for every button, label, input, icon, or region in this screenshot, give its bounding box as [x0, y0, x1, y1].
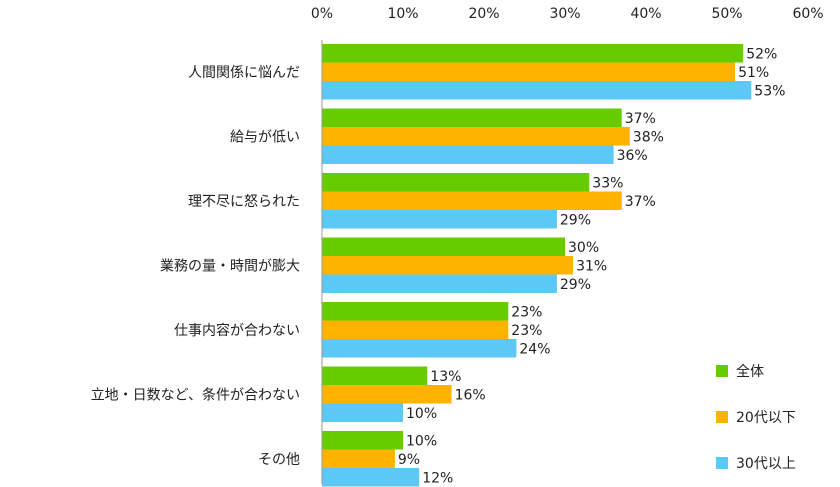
bar [322, 237, 565, 256]
x-tick-label: 0% [311, 6, 333, 22]
data-label: 29% [560, 277, 591, 293]
x-tick-label: 10% [387, 6, 418, 22]
data-label: 9% [398, 452, 420, 468]
bar [322, 256, 574, 275]
bar [322, 44, 744, 63]
category-label: 人間関係に悩んだ [188, 65, 300, 81]
bars [322, 44, 752, 487]
category-label: 理不尽に怒られた [188, 194, 300, 210]
data-label: 12% [422, 470, 453, 486]
legend: 全体 20代以下 30代以上 [716, 363, 796, 472]
bar [322, 274, 557, 293]
x-tick-label: 60% [792, 6, 823, 22]
bar [322, 127, 630, 146]
data-labels: 52%51%53%37%38%36%33%37%29%30%31%29%23%2… [398, 46, 786, 486]
bar [322, 210, 557, 229]
bar [322, 81, 752, 100]
bar [322, 468, 420, 487]
legend-swatch [716, 411, 728, 423]
data-label: 31% [576, 258, 607, 274]
legend-label: 全体 [736, 363, 764, 380]
x-tick-label: 30% [549, 6, 580, 22]
bar [322, 431, 403, 450]
legend-label: 30代以上 [736, 456, 796, 472]
data-label: 36% [617, 148, 648, 164]
bar [322, 108, 622, 127]
bar [322, 320, 509, 339]
data-label: 13% [430, 369, 461, 385]
bar [322, 302, 509, 321]
category-label: 仕事内容が合わない [174, 322, 300, 339]
bar [322, 145, 614, 164]
bar [322, 62, 736, 81]
x-tick-label: 50% [711, 6, 742, 22]
data-label: 10% [406, 433, 437, 449]
category-labels: 人間関係に悩んだ給与が低い理不尽に怒られた業務の量・時間が膨大仕事内容が合わない… [91, 65, 300, 468]
data-label: 52% [746, 46, 777, 62]
x-axis-ticks: 0% 10% 20% 30% 40% 50% 60% [311, 6, 824, 22]
bar [322, 385, 452, 404]
category-label: 業務の量・時間が膨大 [160, 257, 300, 274]
data-label: 29% [560, 212, 591, 228]
bar [322, 191, 622, 210]
legend-swatch [716, 457, 728, 469]
category-label: その他 [258, 452, 300, 468]
bar [322, 366, 428, 385]
legend-label: 20代以下 [736, 410, 796, 426]
data-label: 37% [625, 111, 656, 127]
bar [322, 173, 590, 192]
data-label: 53% [754, 83, 785, 99]
data-label: 24% [519, 341, 550, 357]
data-label: 23% [511, 304, 542, 320]
x-tick-label: 40% [630, 6, 661, 22]
data-label: 10% [406, 406, 437, 422]
x-tick-label: 20% [468, 6, 499, 22]
category-label: 給与が低い [230, 129, 300, 145]
legend-swatch [716, 365, 728, 377]
data-label: 30% [568, 240, 599, 256]
bar [322, 339, 517, 358]
bar [322, 403, 403, 422]
data-label: 51% [738, 65, 769, 81]
category-label: 立地・日数など、条件が合わない [91, 386, 300, 403]
data-label: 38% [633, 129, 664, 145]
data-label: 37% [625, 194, 656, 210]
bar [322, 449, 395, 468]
data-label: 23% [511, 323, 542, 339]
data-label: 33% [592, 175, 623, 191]
data-label: 16% [455, 387, 486, 403]
